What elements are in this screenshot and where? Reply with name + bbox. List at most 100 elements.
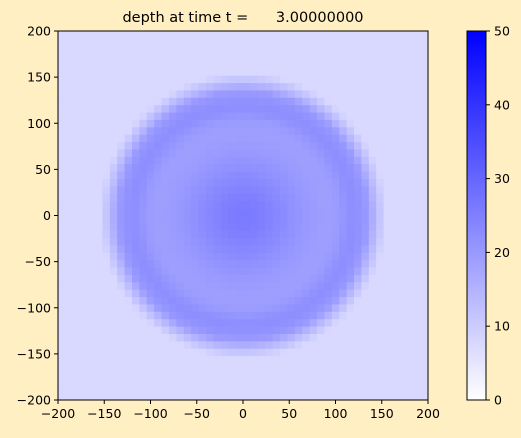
heatmap-cell <box>228 355 236 364</box>
heatmap-cell <box>154 82 162 91</box>
heatmap-cell <box>132 67 140 76</box>
heatmap-cell <box>324 252 333 261</box>
heatmap-cell <box>80 267 88 275</box>
heatmap-cell <box>398 281 407 290</box>
heatmap-cell <box>257 112 266 120</box>
heatmap-cell <box>420 134 429 143</box>
heatmap-cell <box>206 326 214 334</box>
heatmap-cell <box>331 149 340 157</box>
heatmap-cell <box>183 392 192 401</box>
heatmap-cell <box>95 377 103 386</box>
heatmap-cell <box>117 67 125 76</box>
heatmap-cell <box>132 222 140 231</box>
heatmap-cell <box>280 385 288 394</box>
heatmap-cell <box>383 185 392 194</box>
heatmap-cell <box>139 171 148 179</box>
heatmap-cell <box>213 38 222 47</box>
heatmap-cell <box>80 289 88 298</box>
heatmap-cell <box>324 296 333 305</box>
heatmap-cell <box>368 178 377 187</box>
heatmap-cell <box>243 126 251 135</box>
heatmap-cell <box>420 333 429 342</box>
heatmap-cell <box>391 281 399 290</box>
heatmap-cell <box>383 163 392 172</box>
heatmap-cell <box>228 237 236 246</box>
heatmap-cell <box>420 326 429 334</box>
heatmap-cell <box>161 385 170 394</box>
heatmap-cell <box>117 171 125 179</box>
heatmap-cell <box>309 370 318 379</box>
heatmap-cell <box>339 82 347 91</box>
heatmap-cell <box>213 126 222 135</box>
heatmap-cell <box>176 289 185 298</box>
heatmap-cell <box>161 222 170 231</box>
heatmap-cell <box>235 126 244 135</box>
heatmap-cell <box>243 222 251 231</box>
heatmap-cell <box>391 208 399 216</box>
heatmap-cell <box>413 75 421 84</box>
heatmap-cell <box>391 60 399 69</box>
heatmap-cell <box>65 222 74 231</box>
heatmap-cell <box>169 311 177 320</box>
heatmap-cell <box>287 311 296 320</box>
heatmap-cell <box>176 38 185 47</box>
heatmap-cell <box>398 370 407 379</box>
heatmap-cell <box>324 90 333 98</box>
heatmap-cell <box>117 318 125 327</box>
heatmap-cell <box>331 230 340 239</box>
heatmap-cell <box>302 370 310 379</box>
heatmap-cell <box>331 193 340 202</box>
heatmap-cell <box>154 340 162 349</box>
heatmap-cell <box>198 392 207 401</box>
heatmap-cell <box>72 296 81 305</box>
heatmap-cell <box>72 149 81 157</box>
heatmap-cell <box>257 385 266 394</box>
heatmap-cell <box>183 185 192 194</box>
heatmap-cell <box>243 370 251 379</box>
heatmap-cell <box>102 45 111 54</box>
heatmap-cell <box>317 259 325 268</box>
heatmap-cell <box>294 259 303 268</box>
heatmap-cell <box>405 281 414 290</box>
heatmap-cell <box>324 311 333 320</box>
heatmap-cell <box>331 252 340 261</box>
heatmap-cell <box>176 259 185 268</box>
heatmap-cell <box>161 156 170 165</box>
heatmap-cell <box>132 126 140 135</box>
heatmap-cell <box>280 215 288 224</box>
heatmap-cell <box>228 75 236 84</box>
heatmap-cell <box>72 178 81 187</box>
heatmap-cell <box>95 97 103 106</box>
heatmap-cell <box>191 304 199 312</box>
heatmap-cell <box>317 60 325 69</box>
heatmap-cell <box>398 237 407 246</box>
heatmap-cell <box>102 385 111 394</box>
heatmap-cell <box>109 222 118 231</box>
heatmap-cell <box>132 90 140 98</box>
heatmap-cell <box>58 245 66 253</box>
heatmap-cell <box>317 385 325 394</box>
heatmap-cell <box>220 318 229 327</box>
heatmap-cell <box>80 355 88 364</box>
heatmap-cell <box>265 82 273 91</box>
heatmap-cell <box>376 326 384 334</box>
heatmap-cell <box>324 141 333 150</box>
heatmap-cell <box>294 318 303 327</box>
heatmap-cell <box>346 237 355 246</box>
heatmap-cell <box>206 259 214 268</box>
heatmap-cell <box>87 90 96 98</box>
heatmap-cell <box>361 90 370 98</box>
heatmap-cell <box>324 274 333 283</box>
heatmap-cell <box>80 185 88 194</box>
heatmap-cell <box>198 75 207 84</box>
heatmap-cell <box>235 304 244 312</box>
heatmap-cell <box>139 119 148 128</box>
heatmap-cell <box>80 222 88 231</box>
heatmap-cell <box>383 296 392 305</box>
heatmap-cell <box>317 215 325 224</box>
heatmap-cell <box>132 385 140 394</box>
heatmap-cell <box>87 237 96 246</box>
heatmap-cell <box>206 304 214 312</box>
heatmap-cell <box>198 222 207 231</box>
